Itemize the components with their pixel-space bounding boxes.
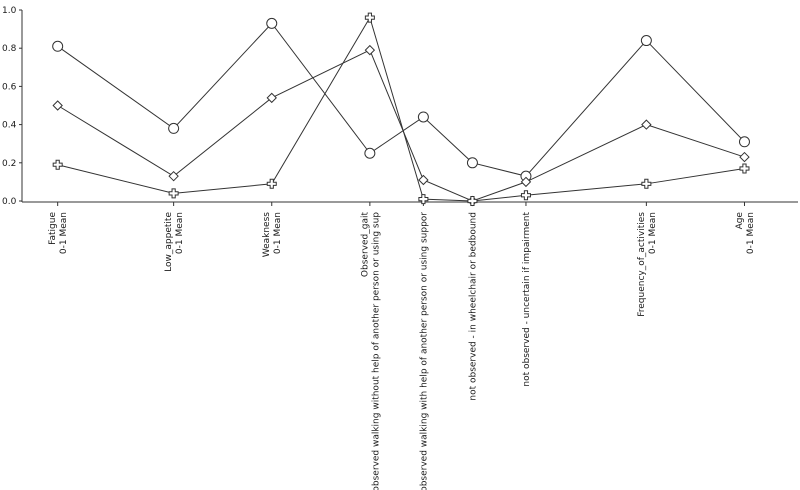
cross-marker — [641, 178, 652, 189]
diamond-marker — [641, 119, 652, 130]
category-label: 0-1 Mean — [746, 212, 756, 254]
y-tick-label: 0.8 — [2, 44, 17, 54]
cross-marker — [52, 159, 63, 170]
category-label: Age — [735, 212, 745, 230]
category-labels: Fatigue 0-1 Mean Low_appetite 0-1 Mean Weakn… — [48, 212, 756, 490]
category-label: 0-1 Mean — [273, 212, 283, 254]
series-lines — [57, 16, 745, 202]
category-label: 0-1 Mean — [648, 212, 658, 254]
category-label: not observed - in wheelchair or bedbound — [468, 212, 478, 401]
diamond-marker — [739, 151, 750, 163]
category-label: observed walking with help of another pe… — [419, 212, 429, 490]
cross-marker — [168, 188, 179, 199]
cross-marker — [467, 196, 478, 206]
circle-marker — [266, 17, 278, 29]
y-tick-label: 0.2 — [2, 159, 16, 169]
circle-marker — [168, 122, 180, 134]
category-label: 0-1 Mean — [175, 212, 185, 254]
circle-marker — [52, 40, 64, 52]
cross-marker — [520, 190, 531, 201]
y-tick-label: 1.0 — [2, 6, 17, 16]
category-label: Weakness — [262, 212, 272, 258]
y-tick-label: 0.0 — [2, 197, 17, 207]
series-line-cross — [57, 16, 745, 202]
circle-marker — [640, 35, 652, 47]
diamond-marker — [418, 174, 429, 186]
category-label: Low_appetite — [164, 212, 174, 272]
category-label: Fatigue — [48, 212, 58, 245]
category-label: Observed_gait — [360, 212, 370, 278]
cross-marker — [739, 163, 750, 174]
diamond-marker — [364, 44, 376, 56]
series-line-circle — [57, 22, 745, 177]
series-markers — [52, 12, 750, 207]
diamond-marker — [52, 100, 63, 111]
circle-marker — [738, 136, 750, 148]
axes: 0.0 0.2 0.4 0.6 0.8 1.0 — [2, 6, 798, 207]
y-tick-label: 0.6 — [2, 82, 17, 92]
category-label: observed walking without help of another… — [371, 212, 381, 490]
cross-marker — [364, 12, 375, 23]
category-label: 0-1 Mean — [59, 212, 69, 254]
cross-marker — [266, 178, 277, 189]
diamond-marker — [520, 176, 532, 188]
diamond-marker — [168, 170, 179, 182]
category-label: not observed - uncertain if impairment — [522, 212, 532, 387]
series-line-diamond — [57, 49, 745, 202]
cross-marker — [418, 194, 429, 205]
diamond-marker — [266, 92, 277, 104]
circle-marker — [364, 147, 376, 159]
y-tick-label: 0.4 — [2, 121, 17, 131]
circle-marker — [466, 157, 478, 169]
category-label: Frequency_of_activities — [637, 212, 647, 317]
circle-marker — [417, 111, 429, 123]
